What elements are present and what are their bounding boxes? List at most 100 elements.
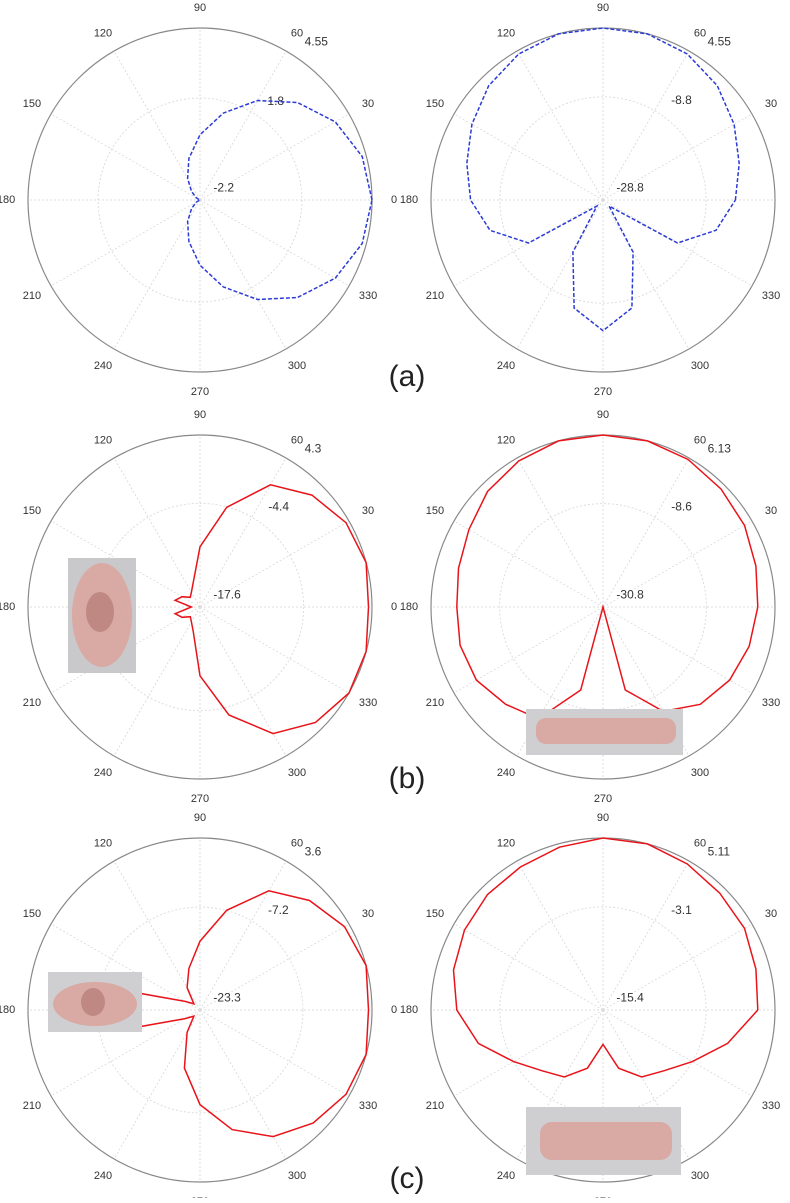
body-inset xyxy=(526,1107,681,1175)
angle-label: 60 xyxy=(694,435,706,447)
r-tick-label: -30.8 xyxy=(616,587,644,601)
angle-label: 30 xyxy=(362,98,374,110)
polar-plot: 0306090120150180210240270300330-28.8-8.8… xyxy=(400,2,790,398)
angle-label: 60 xyxy=(291,838,303,850)
angle-label: 150 xyxy=(23,98,41,110)
panel-label: (a) xyxy=(389,360,426,393)
angle-label: 30 xyxy=(362,505,374,517)
spoke xyxy=(517,458,603,607)
angle-label: 90 xyxy=(194,2,206,14)
spoke xyxy=(200,861,286,1010)
angle-label: 240 xyxy=(94,360,112,372)
angle-label: 210 xyxy=(23,1100,41,1112)
r-tick-label: -4.4 xyxy=(268,499,289,513)
angle-label: 60 xyxy=(694,838,706,850)
angle-label: 150 xyxy=(426,98,444,110)
angle-label: 150 xyxy=(426,505,444,517)
spoke xyxy=(200,51,286,200)
r-tick-label: 4.3 xyxy=(305,441,322,455)
r-tick-label: -7.2 xyxy=(268,903,289,917)
angle-label: 270 xyxy=(191,386,209,398)
spoke xyxy=(454,924,603,1010)
angle-label: 150 xyxy=(426,908,444,920)
spoke xyxy=(517,861,603,1010)
angle-label: 30 xyxy=(362,908,374,920)
angle-label: 210 xyxy=(23,290,41,302)
angle-label: 90 xyxy=(597,409,609,421)
angle-label: 120 xyxy=(94,435,112,447)
body-inset xyxy=(526,709,683,755)
spoke xyxy=(603,861,689,1010)
spoke xyxy=(200,607,349,693)
spoke xyxy=(51,200,200,286)
spoke xyxy=(454,1010,603,1096)
angle-label: 180 xyxy=(400,1004,418,1016)
angle-label: 0 xyxy=(391,601,397,613)
angle-label: 150 xyxy=(23,908,41,920)
r-tick-label: -2.2 xyxy=(213,180,234,194)
spoke xyxy=(51,114,200,200)
angle-label: 240 xyxy=(497,360,515,372)
angle-label: 330 xyxy=(359,290,377,302)
angle-label: 120 xyxy=(497,28,515,40)
angle-label: 180 xyxy=(400,194,418,206)
angle-label: 210 xyxy=(23,697,41,709)
polar-plot: 0306090120150180210240270300330-17.6-4.4… xyxy=(0,409,397,805)
angle-label: 120 xyxy=(94,28,112,40)
spoke xyxy=(200,200,286,349)
spoke xyxy=(603,458,689,607)
angle-label: 270 xyxy=(594,793,612,805)
angle-label: 0 xyxy=(391,1004,397,1016)
angle-label: 210 xyxy=(426,1100,444,1112)
angle-label: 0 xyxy=(391,194,397,206)
polar-plot: 0306090120150180210240270300330-2.21.84.… xyxy=(0,2,397,398)
r-tick-label: 4.55 xyxy=(305,34,329,48)
angle-label: 210 xyxy=(426,290,444,302)
angle-label: 300 xyxy=(288,767,306,779)
angle-label: 180 xyxy=(0,601,15,613)
angle-label: 180 xyxy=(0,1004,15,1016)
angle-label: 90 xyxy=(597,2,609,14)
angle-label: 30 xyxy=(765,98,777,110)
angle-label: 330 xyxy=(762,290,780,302)
angle-label: 90 xyxy=(194,812,206,824)
angle-label: 60 xyxy=(694,28,706,40)
r-tick-label: -8.8 xyxy=(671,93,692,107)
angle-label: 30 xyxy=(765,908,777,920)
r-tick-label: 3.6 xyxy=(305,844,322,858)
angle-label: 180 xyxy=(0,194,15,206)
r-tick-label: -23.3 xyxy=(213,990,241,1004)
spoke xyxy=(200,200,349,286)
r-tick-label: -8.6 xyxy=(671,500,692,514)
spoke xyxy=(603,200,689,349)
r-tick-label: -3.1 xyxy=(671,903,692,917)
pattern-curve xyxy=(114,891,369,1137)
panel-label: (b) xyxy=(389,762,426,795)
r-tick-label: 4.55 xyxy=(708,34,732,48)
r-tick-label: -17.6 xyxy=(213,587,241,601)
angle-label: 210 xyxy=(426,697,444,709)
figure: 0306090120150180210240270300330-2.21.84.… xyxy=(0,0,790,1198)
angle-label: 180 xyxy=(400,601,418,613)
body-inset xyxy=(68,558,136,673)
angle-label: 330 xyxy=(359,1100,377,1112)
angle-label: 240 xyxy=(497,1170,515,1182)
angle-label: 150 xyxy=(23,505,41,517)
angle-label: 120 xyxy=(94,838,112,850)
angle-label: 330 xyxy=(762,1100,780,1112)
r-tick-label: 6.13 xyxy=(708,441,732,455)
angle-label: 60 xyxy=(291,28,303,40)
angle-label: 240 xyxy=(497,767,515,779)
spoke xyxy=(517,200,603,349)
pattern-curve xyxy=(454,838,758,1077)
angle-label: 270 xyxy=(191,793,209,805)
angle-label: 300 xyxy=(691,1170,709,1182)
spoke xyxy=(454,114,603,200)
angle-label: 240 xyxy=(94,1170,112,1182)
angle-label: 120 xyxy=(497,435,515,447)
angle-label: 300 xyxy=(288,360,306,372)
pattern-curve xyxy=(457,435,758,719)
spoke xyxy=(454,521,603,607)
spoke xyxy=(200,458,286,607)
angle-label: 300 xyxy=(691,767,709,779)
